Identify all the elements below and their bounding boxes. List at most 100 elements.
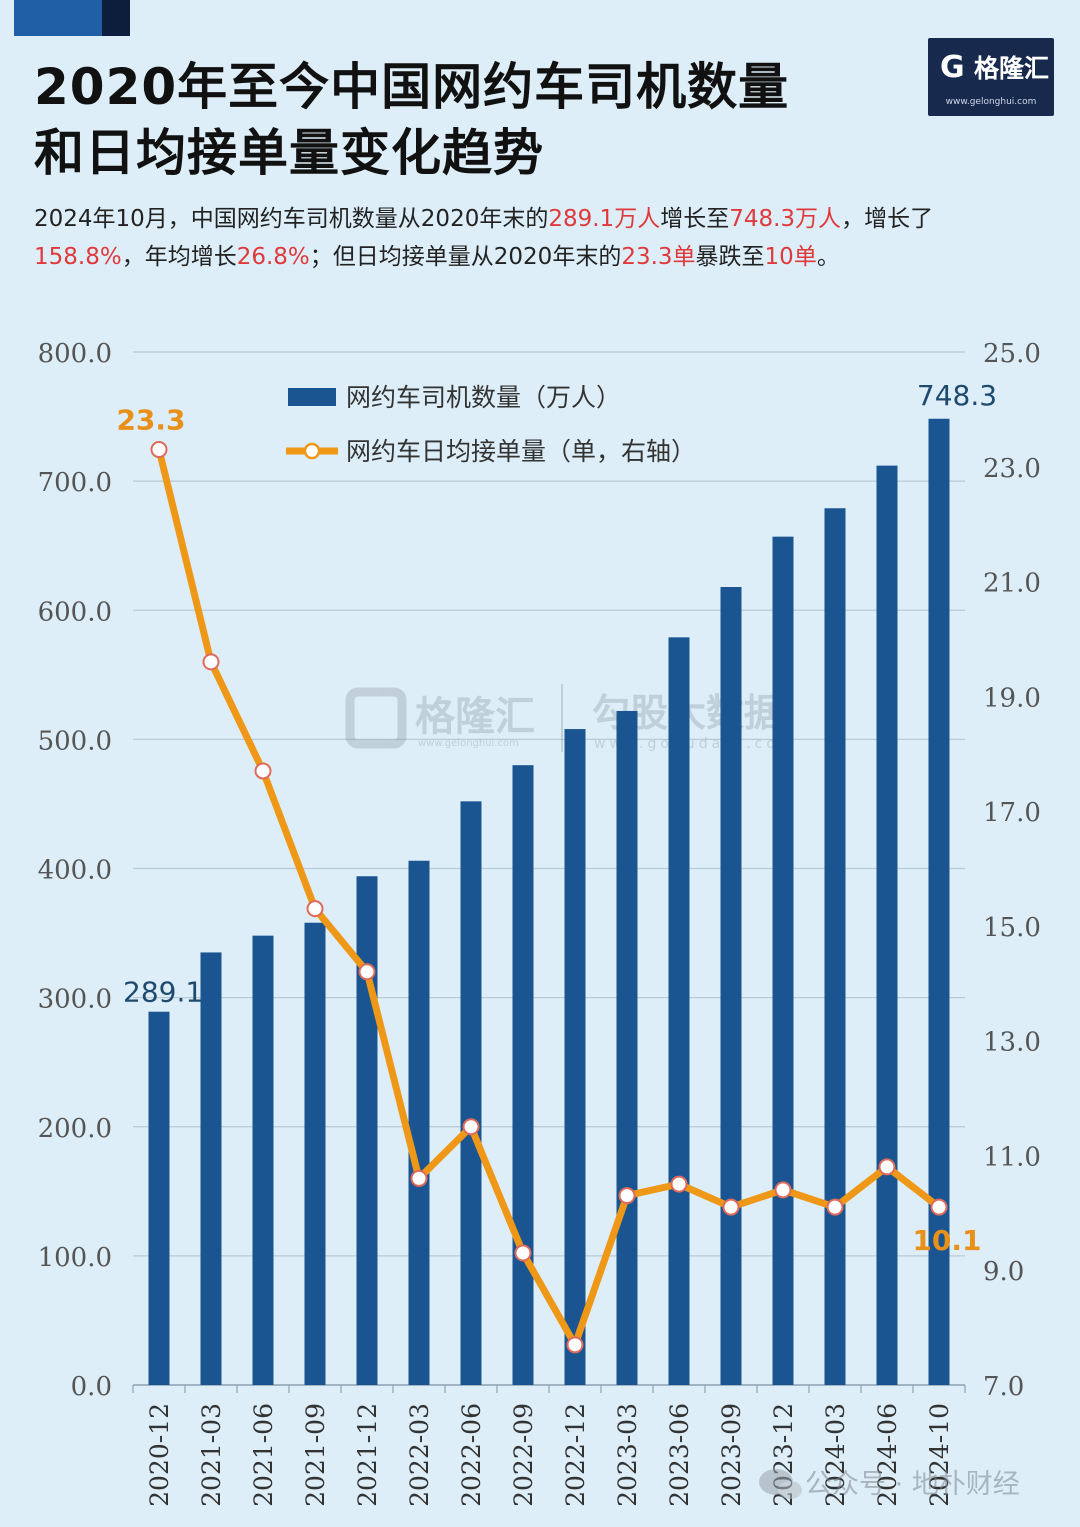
left-axis-tick-label: 500.0 — [38, 726, 112, 756]
page-title: 2020年至今中国网约车司机数量 和日均接单量变化趋势 — [34, 54, 894, 186]
summary-highlight: 23.3单 — [621, 244, 696, 270]
left-axis-tick-label: 700.0 — [38, 468, 112, 498]
summary-part: ，增长了 — [841, 206, 934, 232]
legend: 网约车司机数量（万人） 网约车日均接单量（单，右轴） — [286, 383, 696, 466]
summary-highlight: 10单 — [764, 244, 817, 270]
x-axis-tick-label: 2024-03 — [821, 1403, 850, 1507]
left-axis-tick-label: 300.0 — [38, 985, 112, 1015]
watermark-logo-icon — [345, 687, 407, 749]
x-axis-tick-label: 2023-03 — [613, 1403, 642, 1507]
summary-part: ，年均增长 — [121, 244, 237, 270]
line-series — [155, 446, 943, 1349]
line-point — [202, 653, 220, 671]
x-axis-tick-label: 2021-06 — [249, 1403, 278, 1507]
x-axis-tick-label: 2021-03 — [197, 1403, 226, 1507]
bar — [668, 637, 690, 1385]
bar — [148, 1011, 170, 1385]
line-point — [462, 1118, 480, 1136]
line-point — [150, 441, 168, 459]
x-axis-tick-label: 2021-09 — [301, 1403, 330, 1507]
watermark-left-url: www.gelonghui.com — [418, 738, 519, 749]
line-data-label: 10.1 — [912, 1224, 981, 1257]
summary-part: 。 — [816, 244, 840, 270]
line-point — [306, 900, 324, 918]
title-line-1: 2020年至今中国网约车司机数量 — [34, 58, 790, 116]
line-data-label: 23.3 — [116, 404, 185, 437]
line-point — [930, 1198, 948, 1216]
bar — [460, 801, 482, 1385]
wechat-icon-small — [778, 1481, 802, 1499]
line-point — [722, 1198, 740, 1216]
right-axis-tick-label: 9.0 — [983, 1257, 1024, 1287]
right-axis-tick-label: 19.0 — [983, 683, 1041, 713]
x-axis-tick-label: 2024-06 — [873, 1403, 902, 1507]
bar — [252, 935, 274, 1385]
legend-line-marker — [303, 442, 321, 460]
x-axis-tick-label: 2020-12 — [145, 1403, 174, 1507]
bar — [616, 710, 638, 1385]
summary-highlight: 158.8% — [34, 244, 122, 270]
top-accent-bar-dark — [102, 0, 130, 36]
summary-part: 增长至 — [660, 206, 730, 232]
left-axis-tick-label: 800.0 — [38, 339, 112, 369]
bar — [772, 536, 794, 1385]
left-axis-tick-label: 100.0 — [38, 1243, 112, 1273]
logo-name: 格隆汇 — [974, 54, 1050, 83]
line-point — [670, 1175, 688, 1193]
right-axis-tick-label: 11.0 — [983, 1142, 1041, 1172]
x-axis-tick-label: 2021-12 — [353, 1403, 382, 1507]
right-axis-tick-label: 25.0 — [983, 339, 1041, 369]
line-point — [618, 1187, 636, 1205]
left-axis-tick-label: 0.0 — [71, 1372, 112, 1402]
summary-text: 2024年10月，中国网约车司机数量从2020年末的289.1万人增长至748.… — [34, 200, 1034, 276]
x-axis-tick-label: 2023-06 — [665, 1403, 694, 1507]
left-axis-tick-label: 600.0 — [38, 597, 112, 627]
title-line-2: 和日均接单量变化趋势 — [34, 124, 544, 182]
summary-highlight: 289.1万人 — [548, 206, 661, 232]
bar — [720, 587, 742, 1385]
wechat-account-label: 公众号 · 地朴财经 — [805, 1469, 1020, 1500]
watermark-right-url: www.gogudata.com — [594, 736, 797, 752]
line-point — [254, 762, 272, 780]
line-point — [774, 1181, 792, 1199]
x-axis-tick-label: 2022-12 — [561, 1403, 590, 1507]
x-axis-tick-label: 2024-10 — [925, 1403, 954, 1507]
x-axis-tick-label: 2022-06 — [457, 1403, 486, 1507]
bar — [512, 765, 534, 1385]
right-axis-tick-label: 23.0 — [983, 454, 1041, 484]
bar-data-label: 289.1 — [123, 976, 203, 1009]
line-point — [410, 1169, 428, 1187]
right-axis-tick-label: 15.0 — [983, 913, 1041, 943]
x-axis-tick-label: 2022-09 — [509, 1403, 538, 1507]
line-point — [358, 963, 376, 981]
bar — [876, 465, 898, 1385]
summary-part: 暴跌至 — [695, 244, 765, 270]
line-layer — [150, 441, 948, 1354]
bar — [200, 952, 222, 1385]
x-axis-tick-label: 2022-03 — [405, 1403, 434, 1507]
right-axis-tick-label: 7.0 — [983, 1372, 1024, 1402]
gelonghui-logo: G 格隆汇 www.gelonghui.com — [928, 38, 1054, 116]
line-point — [826, 1198, 844, 1216]
summary-part: ；但日均接单量从2020年末的 — [309, 244, 622, 270]
right-axis-tick-label: 17.0 — [983, 798, 1041, 828]
watermark-left-name: 格隆汇 — [415, 694, 535, 740]
left-axis-tick-label: 200.0 — [38, 1114, 112, 1144]
summary-part: 2024年10月，中国网约车司机数量从2020年末的 — [34, 206, 549, 232]
bar — [304, 922, 326, 1385]
g-logo-icon: G — [940, 50, 965, 85]
bar-layer — [148, 418, 950, 1386]
bar — [824, 508, 846, 1386]
x-axis-tick-label: 2023-09 — [717, 1403, 746, 1507]
bar — [928, 418, 950, 1385]
line-point — [566, 1336, 584, 1354]
bar — [564, 729, 586, 1385]
logo-url: www.gelonghui.com — [945, 97, 1037, 107]
summary-highlight: 26.8% — [236, 244, 310, 270]
line-point — [514, 1244, 532, 1262]
legend-bar-label: 网约车司机数量（万人） — [346, 383, 621, 412]
bar — [408, 860, 430, 1385]
bar — [356, 876, 378, 1385]
right-axis-tick-label: 13.0 — [983, 1028, 1041, 1058]
